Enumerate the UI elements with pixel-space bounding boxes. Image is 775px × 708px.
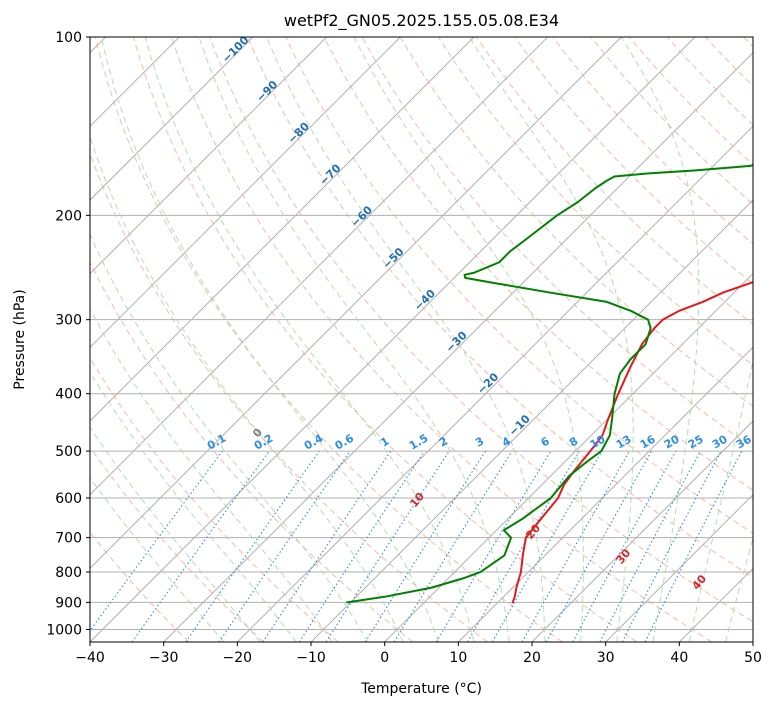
y-axis-title: Pressure (hPa)	[12, 289, 28, 389]
mixing-ratio-line	[90, 450, 223, 632]
moist-adiabat	[266, 37, 546, 642]
mixing-ratio-label: 36	[734, 432, 754, 451]
dry-adiabat	[285, 37, 753, 535]
isotherm-line	[90, 37, 549, 496]
moist-adiabat	[144, 37, 475, 642]
mixing-ratio-line	[218, 450, 351, 642]
moist-adiabat	[90, 135, 404, 642]
dry-adiabat	[171, 37, 713, 642]
moist-adiabat	[725, 536, 753, 642]
x-tick-label: 20	[523, 650, 541, 666]
isotherm-line	[90, 37, 401, 349]
mixing-ratio-line	[298, 450, 425, 642]
dry-adiabat	[132, 37, 638, 642]
dewpoint-profile	[345, 163, 753, 604]
x-tick-label: −30	[149, 650, 179, 666]
dry-adiabat	[90, 260, 414, 642]
x-tick-label: 10	[449, 650, 467, 666]
isotherm-line	[90, 37, 475, 422]
y-tick-label: 200	[55, 208, 82, 224]
y-tick-label: 100	[55, 30, 82, 46]
temperature-profile	[511, 281, 753, 604]
moist-adiabat	[620, 37, 700, 642]
dry-adiabat	[247, 37, 753, 578]
y-tick-label: 900	[55, 595, 82, 611]
mixing-ratio-line	[131, 450, 270, 642]
isotherm-line	[457, 346, 753, 642]
moist-adiabat	[688, 358, 753, 642]
isotherm-line	[90, 37, 254, 201]
y-tick-label: 300	[55, 313, 82, 329]
moist-adiabat	[100, 37, 439, 642]
y-tick-label: 1000	[46, 622, 82, 638]
plot-area: 0.1 0.2 0.4 0.6 1 1.5 2 3 4 6 8 10 13 16 20 25 30 36−100−…	[90, 37, 754, 642]
chart-title: wetPf2_GN05.2025.155.05.08.E34	[284, 11, 559, 31]
isotherm-line	[605, 493, 753, 642]
isotherm-line	[236, 125, 753, 642]
x-tick-label: −40	[75, 650, 105, 666]
dry-adiabat	[476, 37, 753, 325]
x-tick-label: 30	[597, 650, 615, 666]
x-tick-label: 0	[380, 650, 389, 666]
isotherm-line	[90, 37, 328, 275]
moist-adiabat	[90, 426, 261, 642]
plot-frame	[89, 36, 754, 643]
mixing-ratio-line	[393, 450, 513, 642]
dry-adiabat	[90, 356, 339, 642]
mixing-ratio-line	[325, 450, 450, 642]
y-tick-label: 400	[55, 387, 82, 403]
dry-adiabat	[90, 446, 264, 642]
moist-adiabat	[198, 37, 510, 642]
mixing-ratio-line	[572, 450, 677, 642]
isotherm-line	[384, 272, 753, 642]
x-tick-label: 40	[670, 650, 688, 666]
moist-adiabat	[90, 476, 225, 642]
x-tick-label: −10	[296, 650, 326, 666]
isotherm-line	[163, 51, 753, 642]
background-lines	[90, 37, 753, 642]
y-tick-label: 700	[55, 531, 82, 547]
grid-lines	[90, 37, 753, 642]
y-axis: 100 200 300 400 500 600 700 800 900 1000	[46, 30, 90, 638]
mixing-ratio-line	[521, 450, 630, 642]
x-axis-title: Temperature (°C)	[360, 681, 482, 697]
mixing-ratio-line	[644, 450, 743, 642]
mixing-ratio-line	[262, 450, 392, 642]
moist-adiabat	[353, 37, 584, 642]
series-layer	[345, 163, 753, 604]
x-axis: −40 −30 −20 −10 0 10 20 30 40 50	[75, 642, 762, 666]
isotherm-line	[90, 37, 622, 570]
moist-adiabat	[90, 308, 333, 642]
x-tick-label: −20	[223, 650, 253, 666]
y-tick-label: 500	[55, 444, 82, 460]
dry-adiabat	[94, 37, 563, 642]
x-tick-label: 50	[744, 650, 762, 666]
mixing-ratio-line	[545, 450, 653, 642]
dry-adiabat	[323, 37, 753, 491]
y-tick-label: 800	[55, 565, 82, 581]
moist-adiabat	[90, 370, 297, 642]
dry-adiabat	[514, 37, 753, 285]
isotherm-line	[90, 37, 696, 642]
y-tick-label: 600	[55, 491, 82, 507]
moist-adiabat	[90, 233, 369, 642]
mixing-ratio-line	[185, 450, 320, 642]
isotherm-line	[531, 420, 753, 642]
